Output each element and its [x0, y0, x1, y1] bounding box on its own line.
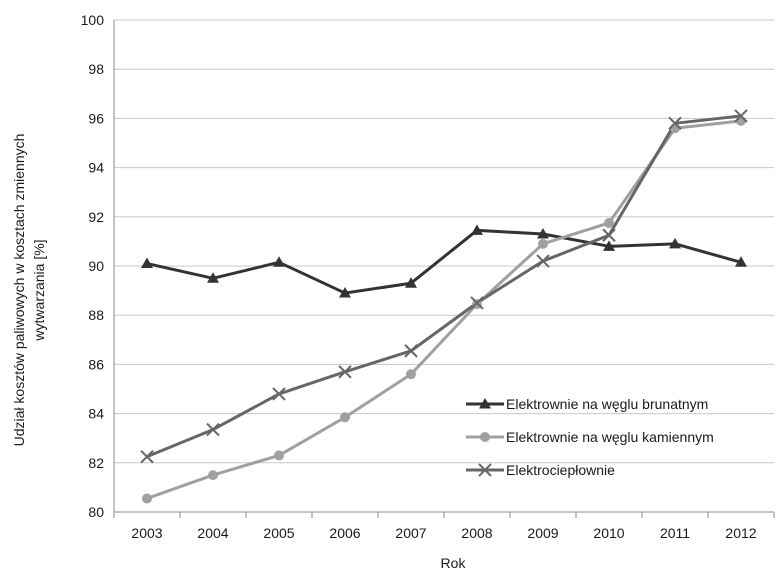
x-tick-2006: 2006	[329, 525, 360, 541]
legend-label-1: Elektrownie na węglu kamiennym	[506, 429, 714, 445]
data-point-s0-2004	[207, 272, 219, 283]
data-point-s2-2007-stroke-b	[404, 344, 418, 358]
y-axis-title-line-1: Udział kosztów paliwowych w kosztach zmi…	[11, 134, 27, 447]
x-axis-title: Rok	[441, 555, 467, 571]
series-markers	[140, 109, 748, 504]
data-point-s0-2007	[405, 277, 417, 288]
data-point-s2-2009	[536, 254, 550, 268]
y-tick-100: 100	[81, 12, 105, 28]
y-tick-90: 90	[88, 258, 104, 274]
data-point-s1-2009	[538, 238, 548, 249]
legend-swatch-marker-2-stroke-b	[478, 463, 492, 477]
data-point-s0-2012	[735, 256, 747, 267]
data-point-s2-2006	[338, 365, 352, 379]
data-point-s2-2005	[272, 387, 286, 401]
data-point-s0-2011	[669, 237, 681, 249]
x-tick-2009: 2009	[527, 525, 558, 541]
data-point-s1-2005	[274, 450, 284, 461]
y-tick-82: 82	[88, 455, 104, 471]
legend-label-0: Elektrownie na węglu brunatnym	[506, 396, 708, 412]
data-point-s2-2012-stroke-b	[734, 109, 748, 123]
y-axis-title-line-2: wytwarzania [%]	[31, 239, 47, 341]
data-point-s2-2008	[470, 296, 484, 310]
x-tick-2010: 2010	[593, 525, 624, 541]
legend-label-2: Elektrociepłownie	[506, 462, 615, 478]
data-point-s1-2011	[670, 123, 680, 134]
y-tick-86: 86	[88, 356, 104, 372]
data-point-s1-2004	[208, 470, 218, 481]
x-tick-2004: 2004	[197, 525, 228, 541]
x-tick-2008: 2008	[461, 525, 492, 541]
legend-swatch-marker-1	[480, 432, 490, 442]
legend-item-2: Elektrociepłownie	[466, 462, 615, 478]
y-tick-96: 96	[88, 110, 104, 126]
data-point-s2-2011-stroke-b	[668, 116, 682, 131]
legend-item-1: Elektrownie na węglu kamiennym	[466, 429, 714, 445]
data-point-s2-2005-stroke-b	[272, 387, 286, 401]
x-tick-2005: 2005	[263, 525, 294, 541]
series-lines	[146, 114, 742, 500]
gridlines	[114, 19, 774, 464]
data-point-s2-2003-stroke-b	[140, 449, 154, 464]
data-point-s2-2004-stroke-b	[206, 422, 220, 437]
x-tick-2003: 2003	[131, 525, 162, 541]
legend-swatch-marker-2	[478, 463, 492, 477]
series-line-0	[146, 228, 742, 295]
y-tick-98: 98	[88, 61, 104, 77]
series-line-2	[146, 114, 742, 459]
axes	[113, 20, 775, 518]
data-point-s2-2010	[602, 228, 616, 242]
data-point-s2-2011	[668, 116, 682, 131]
data-point-s0-2008	[471, 224, 483, 235]
data-point-s2-2012	[734, 109, 748, 123]
data-point-s0-2003	[141, 257, 153, 269]
data-point-s0-2006	[339, 287, 351, 298]
data-point-s0-2009	[537, 228, 549, 239]
data-point-s1-2010	[604, 217, 614, 228]
y-tick-84: 84	[88, 406, 104, 422]
series-line-1	[146, 119, 742, 500]
data-point-s0-2005	[273, 256, 285, 267]
data-point-s1-2003	[142, 493, 152, 504]
data-point-s1-2007	[406, 369, 416, 380]
y-tick-94: 94	[88, 160, 104, 176]
data-point-s1-2012	[736, 115, 746, 126]
x-tick-2011: 2011	[660, 525, 690, 541]
legend-swatch-marker-0	[479, 398, 491, 409]
data-point-s2-2004	[206, 422, 220, 437]
legend-item-0: Elektrownie na węglu brunatnym	[466, 396, 708, 412]
data-point-s2-2006-stroke-b	[338, 365, 352, 379]
data-point-s2-2008-stroke-b	[470, 296, 484, 310]
legend: Elektrownie na węglu brunatnym Elektrowni…	[466, 396, 714, 478]
x-tick-labels: 2003 2004 2005 2006 2007 2008 2009 2010 2011 2012	[131, 525, 756, 541]
data-point-s2-2007	[404, 344, 418, 358]
y-tick-80: 80	[88, 504, 104, 520]
data-point-s2-2003	[140, 449, 154, 464]
y-tick-labels: 80 82 84 86 88 90 92 94 96 98 100	[81, 12, 105, 520]
y-tick-92: 92	[88, 209, 104, 225]
data-point-s0-2010	[603, 240, 615, 251]
x-tick-2012: 2012	[725, 525, 756, 541]
data-point-s2-2010-stroke-b	[602, 228, 616, 242]
x-tick-2007: 2007	[395, 525, 426, 541]
y-axis-title: Udział kosztów paliwowych w kosztach zmi…	[11, 134, 47, 447]
data-point-s1-2006	[340, 412, 350, 423]
y-tick-88: 88	[88, 307, 104, 323]
data-point-s2-2009-stroke-b	[536, 254, 550, 268]
